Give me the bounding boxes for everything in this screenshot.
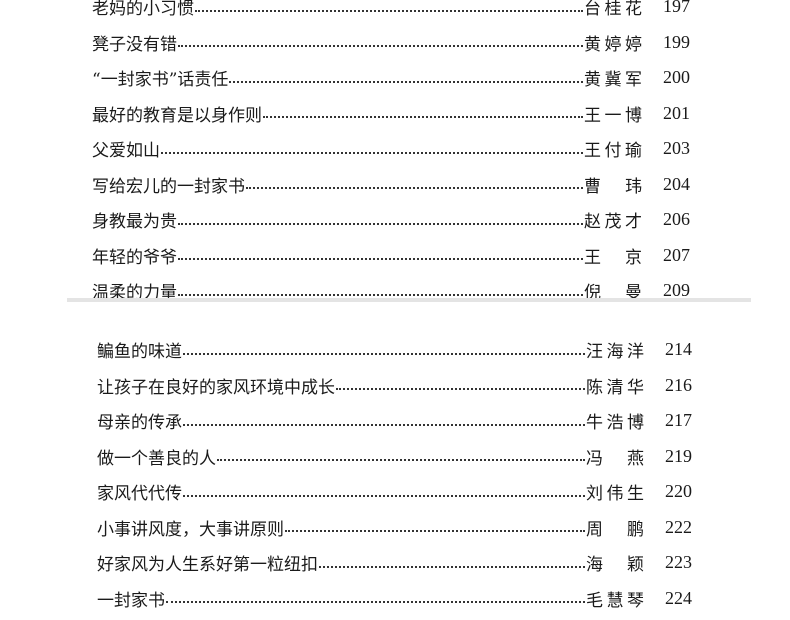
entry-author: 毛慧琴 bbox=[586, 590, 644, 611]
entry-title: 一封家书 bbox=[97, 590, 165, 611]
entry-author: 台桂花 bbox=[584, 0, 642, 20]
entry-title: 凳子没有错 bbox=[92, 34, 177, 55]
toc-entry[interactable]: “一封家书”话责任 黄冀军 200 bbox=[92, 60, 690, 96]
entry-title: 写给宏儿的一封家书 bbox=[92, 176, 245, 197]
entry-page: 197 bbox=[663, 0, 690, 17]
entry-page: 214 bbox=[665, 339, 692, 360]
dot-leader bbox=[178, 258, 583, 261]
entry-title: 最好的教育是以身作则 bbox=[92, 105, 262, 126]
entry-title: 让孩子在良好的家风环境中成长 bbox=[97, 377, 335, 398]
entry-author: 周 鹏 bbox=[586, 519, 644, 540]
entry-author: 黄冀军 bbox=[584, 70, 642, 91]
toc-entry[interactable]: 身教最为贵 赵茂才 206 bbox=[92, 202, 690, 238]
entry-title: 老妈的小习惯 bbox=[92, 0, 194, 20]
entry-author: 陈清华 bbox=[586, 377, 644, 398]
entry-page: 203 bbox=[663, 138, 690, 159]
entry-page: 216 bbox=[665, 374, 692, 395]
entry-page: 207 bbox=[663, 244, 690, 265]
entry-title: 身教最为贵 bbox=[92, 212, 177, 233]
entry-page: 199 bbox=[663, 31, 690, 52]
toc-entry[interactable]: 母亲的传承 牛浩博 217 bbox=[97, 403, 692, 439]
entry-page: 206 bbox=[663, 209, 690, 230]
entry-title: 小事讲风度，大事讲原则 bbox=[97, 519, 284, 540]
entry-page: 200 bbox=[663, 67, 690, 88]
dot-leader bbox=[285, 530, 585, 533]
toc-entry[interactable]: 做一个善良的人 冯 燕 219 bbox=[97, 439, 692, 475]
entry-author: 王付瑜 bbox=[584, 141, 642, 162]
toc-entry[interactable]: 家风代代传 刘伟生 220 bbox=[97, 474, 692, 510]
entry-author: 王一博 bbox=[584, 105, 642, 126]
entry-page: 217 bbox=[665, 410, 692, 431]
dot-leader bbox=[178, 45, 583, 48]
toc-entry[interactable]: 父爱如山 王付瑜 203 bbox=[92, 131, 690, 167]
dot-leader bbox=[183, 423, 585, 426]
toc-entry[interactable]: 老妈的小习惯 台桂花 197 bbox=[92, 0, 690, 25]
entry-page: 224 bbox=[665, 587, 692, 608]
entry-title: 年轻的爷爷 bbox=[92, 247, 177, 268]
dot-leader bbox=[166, 601, 585, 604]
toc-entry[interactable]: 让孩子在良好的家风环境中成长 陈清华 216 bbox=[97, 368, 692, 404]
toc-entry[interactable]: 一封家书 毛慧琴 224 bbox=[97, 581, 692, 617]
toc-entry[interactable]: 温柔的力量倪 曼 209 bbox=[92, 273, 690, 309]
toc-entry[interactable]: 小事讲风度，大事讲原则 周 鹏 222 bbox=[97, 510, 692, 546]
dot-leader bbox=[336, 388, 585, 391]
dot-leader bbox=[217, 459, 585, 462]
entry-page: 204 bbox=[663, 173, 690, 194]
entry-author: 黄婷婷 bbox=[584, 34, 642, 55]
entry-title: 好家风为人生系好第一粒纽扣 bbox=[97, 555, 318, 576]
entry-title: 父爱如山 bbox=[92, 141, 160, 162]
entry-author: 牛浩博 bbox=[586, 413, 644, 434]
entry-title: 做一个善良的人 bbox=[97, 448, 216, 469]
entry-author: 冯 燕 bbox=[586, 448, 644, 469]
entry-author: 海 颖 bbox=[586, 555, 644, 576]
entry-author: 汪海洋 bbox=[586, 342, 644, 363]
toc-entry[interactable]: 最好的教育是以身作则 王一博 201 bbox=[92, 96, 690, 132]
entry-page: 220 bbox=[665, 481, 692, 502]
entry-page: 223 bbox=[665, 552, 692, 573]
entry-title: “一封家书”话责任 bbox=[92, 70, 229, 91]
dot-leader bbox=[246, 187, 583, 190]
toc-entry[interactable]: 年轻的爷爷 王 京 207 bbox=[92, 238, 690, 274]
toc-section-1: 老妈的小习惯 台桂花 197 凳子没有错 黄婷婷 199 “一封家书”话责任 黄冀军 200 最好… bbox=[92, 0, 690, 309]
toc-section-2: 鳊鱼的味道 汪海洋 214 让孩子在良好的家风环境中成长 陈清华 216 母亲的传承 牛浩博 2… bbox=[97, 332, 692, 616]
entry-title: 家风代代传 bbox=[97, 484, 182, 505]
toc-entry[interactable]: 鳊鱼的味道 汪海洋 214 bbox=[97, 332, 692, 368]
dot-leader bbox=[263, 116, 583, 119]
toc-entry[interactable]: 好家风为人生系好第一粒纽扣 海 颖 223 bbox=[97, 545, 692, 581]
dot-leader bbox=[161, 151, 583, 154]
toc-entry[interactable]: 写给宏儿的一封家书 曹 玮 204 bbox=[92, 167, 690, 203]
entry-page: 219 bbox=[665, 445, 692, 466]
entry-page: 209 bbox=[663, 280, 690, 301]
entry-title: 鳊鱼的味道 bbox=[97, 342, 182, 363]
entry-author: 王 京 bbox=[584, 247, 642, 268]
entry-page: 201 bbox=[663, 102, 690, 123]
entry-author: 曹 玮 bbox=[584, 176, 642, 197]
dot-leader bbox=[195, 9, 583, 12]
dot-leader bbox=[319, 565, 585, 568]
dot-leader bbox=[178, 293, 583, 296]
entry-page: 222 bbox=[665, 516, 692, 537]
entry-author: 刘伟生 bbox=[586, 484, 644, 505]
page-divider bbox=[67, 298, 751, 302]
dot-leader bbox=[183, 494, 585, 497]
toc-entry[interactable]: 凳子没有错 黄婷婷 199 bbox=[92, 25, 690, 61]
entry-title: 母亲的传承 bbox=[97, 413, 182, 434]
entry-author: 赵茂才 bbox=[584, 212, 642, 233]
dot-leader bbox=[229, 80, 583, 83]
dot-leader bbox=[178, 222, 583, 225]
dot-leader bbox=[183, 352, 585, 355]
